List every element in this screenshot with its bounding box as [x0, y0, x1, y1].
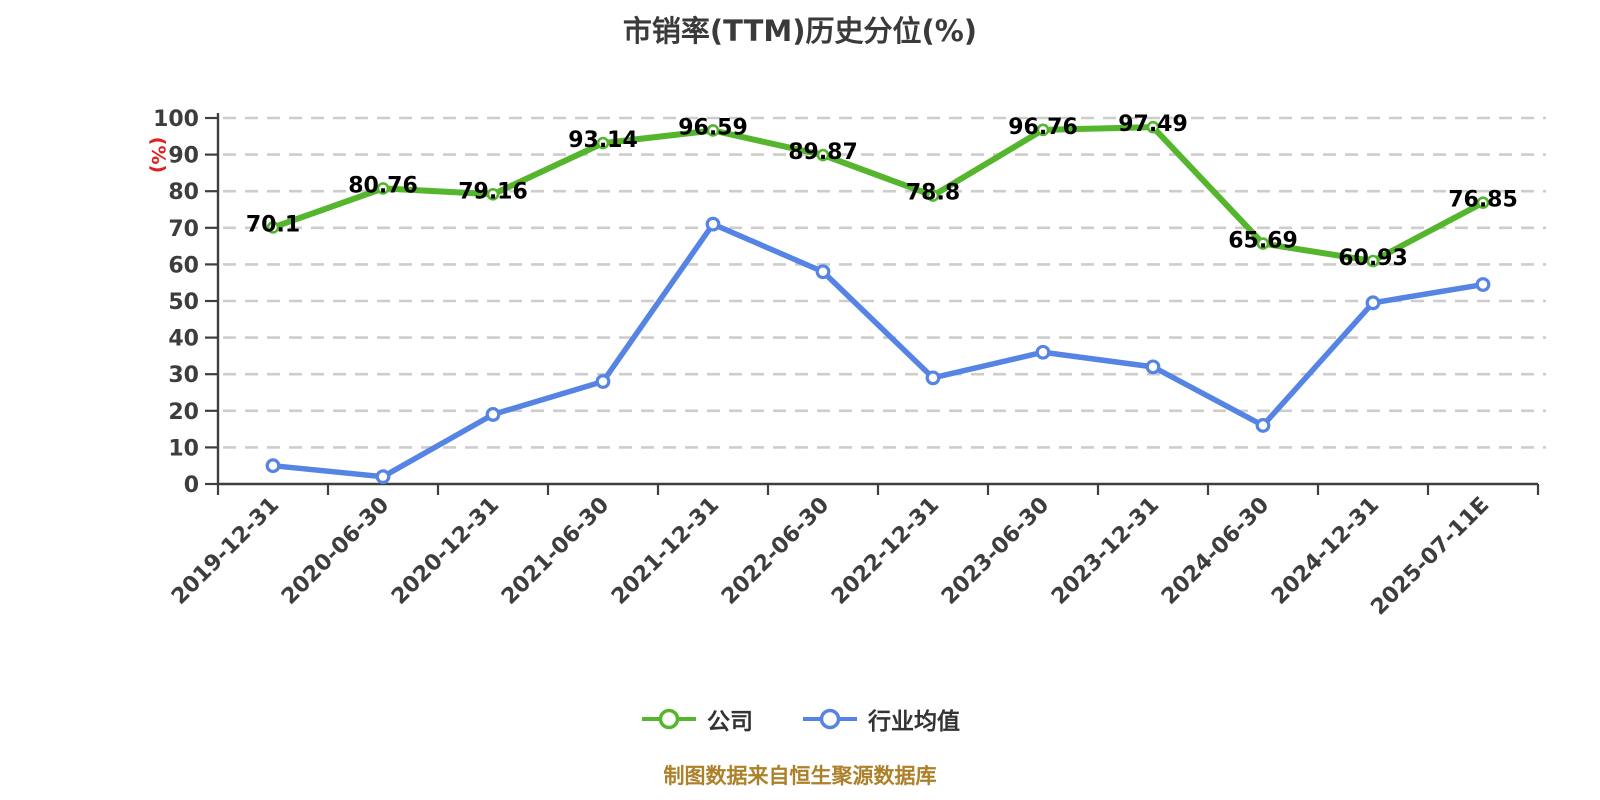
x-tick-label: 2021-06-30	[497, 493, 614, 610]
chart-canvas: 0 10 20 30 40 50 60 70 80 90 100 2019-12-312020-06-…	[153, 107, 1546, 621]
y-tick-label: 100	[153, 107, 199, 132]
series-line-industry	[270, 221, 1486, 480]
data-point[interactable]	[596, 136, 610, 150]
y-tick-label: 50	[168, 290, 199, 315]
data-point[interactable]	[1255, 418, 1271, 433]
x-tick-label: 2019-12-31	[167, 493, 284, 610]
x-tick-label: 2022-06-30	[717, 493, 834, 610]
data-point[interactable]	[265, 458, 281, 474]
y-tick-label: 20	[168, 400, 199, 425]
data-point[interactable]	[376, 182, 390, 195]
x-tick-label: 2024-06-30	[1157, 493, 1274, 610]
data-point[interactable]	[1036, 123, 1050, 137]
data-point-label: 89.87	[788, 140, 858, 165]
data-point-label: 80.76	[348, 173, 418, 198]
data-point[interactable]	[926, 189, 940, 202]
y-tick-label: 10	[168, 436, 199, 461]
y-tick-label: 70	[168, 217, 199, 242]
data-point-label: 70.1	[246, 212, 300, 237]
y-tick-label: 80	[168, 180, 199, 205]
legend-label-company: 公司	[707, 709, 753, 735]
legend-item-industry[interactable]: 行业均值	[801, 702, 960, 736]
data-point-label: 76.85	[1448, 188, 1518, 213]
data-point[interactable]	[1035, 344, 1051, 360]
data-point[interactable]	[1365, 295, 1381, 311]
data-point-label: 96.59	[678, 115, 748, 140]
x-tick-label: 2022-12-31	[827, 493, 944, 610]
data-point[interactable]	[485, 407, 501, 422]
data-point-label: 78.8	[906, 181, 960, 206]
x-tick-label: 2024-12-31	[1267, 493, 1384, 610]
x-tick-label: 2023-06-30	[937, 493, 1054, 610]
data-point[interactable]	[816, 148, 830, 162]
data-point[interactable]	[375, 469, 391, 485]
y-tick-label: 90	[168, 144, 199, 169]
data-point[interactable]	[1145, 359, 1161, 375]
y-tick-label: 40	[168, 327, 199, 352]
x-tick-label: 2023-12-31	[1047, 493, 1164, 610]
data-point-label: 96.76	[1008, 115, 1078, 140]
series-line-company	[270, 124, 1486, 264]
x-tick-label: 2020-12-31	[387, 493, 504, 610]
legend-label-industry: 行业均值	[868, 709, 960, 735]
data-point[interactable]	[705, 216, 721, 232]
data-point-label: 79.16	[458, 179, 528, 204]
legend: 公司 行业均值	[0, 702, 1600, 736]
data-point[interactable]	[706, 124, 720, 137]
y-tick-label: 60	[168, 253, 199, 278]
page-title: 市销率(TTM)历史分位(%)	[622, 14, 978, 48]
y-tick-label: 0	[184, 473, 199, 498]
data-point-label: 93.14	[568, 128, 638, 153]
data-point-label: 65.69	[1228, 229, 1298, 254]
x-tick-label: 2021-12-31	[607, 493, 724, 610]
y-tick-label: 30	[168, 363, 199, 388]
data-point[interactable]	[1475, 277, 1491, 292]
y-axis-unit-label: (%)	[147, 136, 169, 174]
company-series-icon	[642, 708, 696, 730]
data-point[interactable]	[1366, 254, 1380, 268]
data-point[interactable]	[595, 374, 611, 389]
legend-item-company[interactable]: 公司	[640, 702, 753, 736]
industry-series-icon	[803, 708, 857, 730]
data-point[interactable]	[266, 221, 280, 234]
data-point[interactable]	[815, 264, 831, 280]
data-point-label: 97.49	[1118, 112, 1188, 137]
data-point[interactable]	[1256, 237, 1270, 250]
data-point[interactable]	[925, 370, 941, 386]
data-point[interactable]	[1476, 196, 1490, 210]
data-point[interactable]	[486, 187, 500, 201]
data-point-label: 60.93	[1338, 246, 1408, 271]
x-tick-label: 2020-06-30	[277, 493, 394, 610]
data-point[interactable]	[1146, 120, 1160, 134]
data-source-note: 制图数据来自恒生聚源数据库	[663, 764, 937, 788]
x-tick-label: 2025-07-11E	[1366, 493, 1494, 621]
